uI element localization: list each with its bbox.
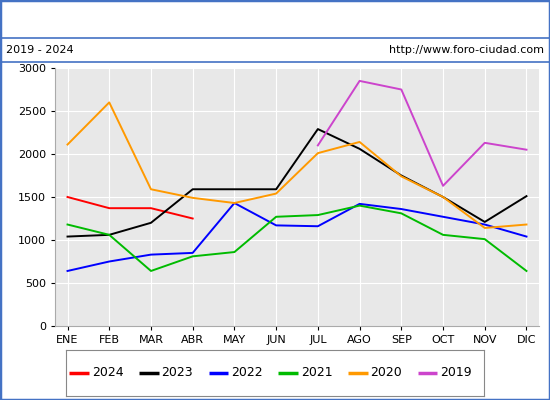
Text: 2023: 2023: [162, 366, 193, 380]
Text: 2022: 2022: [231, 366, 263, 380]
Text: 2024: 2024: [92, 366, 123, 380]
Text: 2019: 2019: [440, 366, 472, 380]
Text: 2019 - 2024: 2019 - 2024: [6, 45, 73, 55]
Text: 2021: 2021: [301, 366, 332, 380]
Text: Evolucion Nº Turistas Nacionales en el municipio de Alcanadre: Evolucion Nº Turistas Nacionales en el m…: [36, 12, 514, 26]
Text: 2020: 2020: [371, 366, 402, 380]
Text: http://www.foro-ciudad.com: http://www.foro-ciudad.com: [389, 45, 544, 55]
